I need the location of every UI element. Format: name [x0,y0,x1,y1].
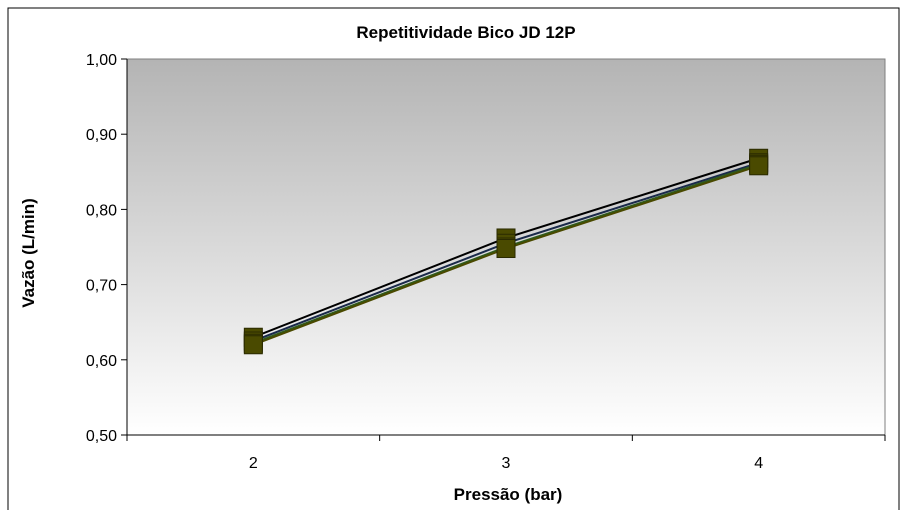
x-tick-label: 3 [502,455,511,472]
x-ticks: 2 3 4 [126,435,886,472]
y-tick-label: 0,80 [86,202,117,219]
x-tick-label: 2 [249,455,258,472]
data-point-s4-4 [749,156,769,176]
y-axis-title: Vazão (L/min) [19,198,38,308]
x-tick-label: 4 [754,455,763,472]
y-tick-label: 0,60 [86,353,117,370]
data-point-s4-2 [243,335,263,355]
y-ticks: 0,50 0,60 0,70 0,80 0,90 1,00 [86,52,127,445]
series-markers [243,148,769,355]
x-axis-title: Pressão (bar) [454,485,563,504]
chart-title: Repetitividade Bico JD 12P [356,23,575,42]
y-tick-label: 1,00 [86,52,117,69]
y-tick-label: 0,50 [86,428,117,445]
y-tick-label: 0,70 [86,278,117,295]
data-point-s4-3 [496,239,516,259]
y-tick-label: 0,90 [86,127,117,144]
